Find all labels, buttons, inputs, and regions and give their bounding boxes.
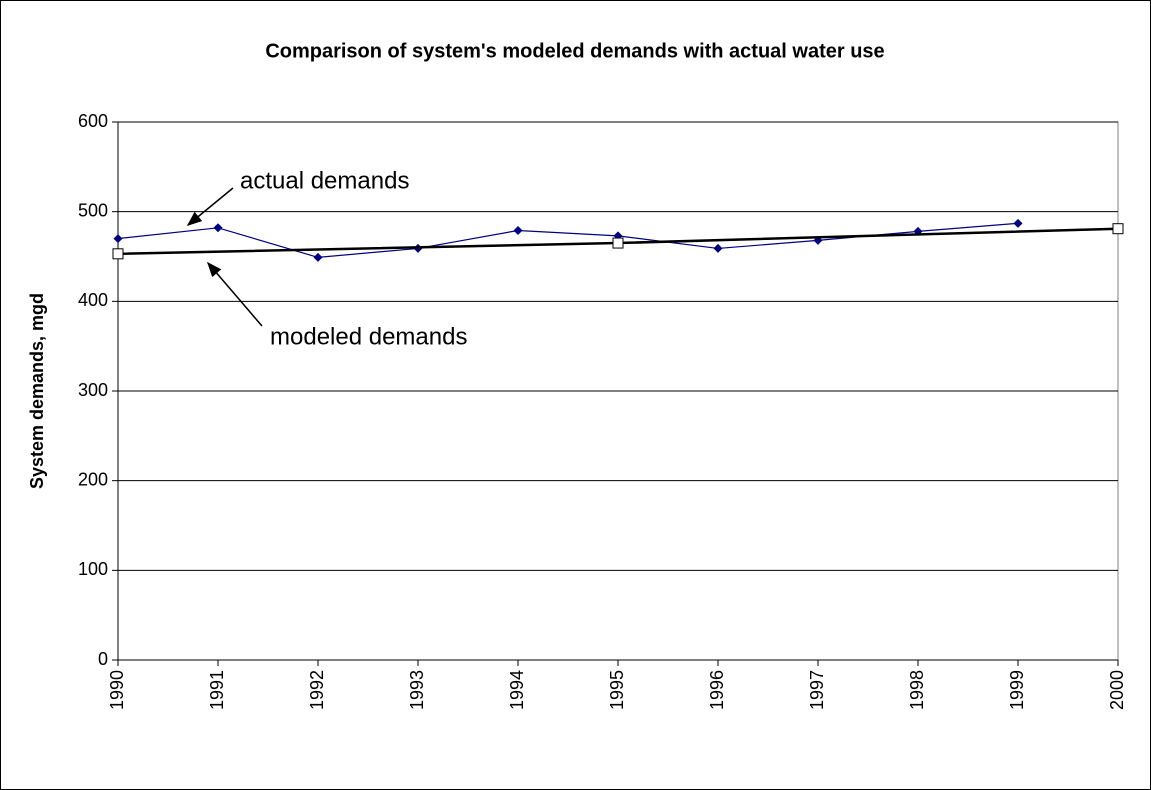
- data-point: [313, 252, 323, 262]
- y-tick-label: 600: [78, 111, 108, 131]
- y-tick-label: 400: [78, 290, 108, 310]
- data-point: [713, 243, 723, 253]
- data-point: [612, 237, 624, 249]
- x-tick-label: 1992: [307, 670, 327, 710]
- x-tick-label: 1990: [107, 670, 127, 710]
- y-tick-label: 500: [78, 200, 108, 220]
- x-tick-label: 1998: [907, 670, 927, 710]
- y-tick-label: 200: [78, 469, 108, 489]
- annotation-arrow: [207, 261, 263, 327]
- data-point: [1013, 218, 1023, 228]
- x-tick-label: 1991: [207, 670, 227, 710]
- chart-title: Comparison of system's modeled demands w…: [265, 40, 884, 62]
- y-tick-label: 100: [78, 559, 108, 579]
- data-point: [113, 234, 123, 244]
- y-axis-label: System demands, mgd: [27, 293, 47, 489]
- data-point: [513, 225, 523, 235]
- x-tick-label: 1996: [707, 670, 727, 710]
- y-tick-label: 300: [78, 380, 108, 400]
- data-point: [1112, 223, 1124, 235]
- y-tick-label: 0: [98, 649, 108, 669]
- annotation-arrow: [186, 187, 234, 226]
- x-tick-label: 2000: [1107, 670, 1127, 710]
- data-point: [112, 248, 124, 260]
- x-tick-label: 1995: [607, 670, 627, 710]
- x-tick-label: 1994: [507, 670, 527, 710]
- annotation: actual demands: [240, 167, 409, 194]
- data-point: [213, 223, 223, 233]
- x-tick-label: 1997: [807, 670, 827, 710]
- annotation: modeled demands: [270, 323, 467, 350]
- x-tick-label: 1993: [407, 670, 427, 710]
- x-tick-label: 1999: [1007, 670, 1027, 710]
